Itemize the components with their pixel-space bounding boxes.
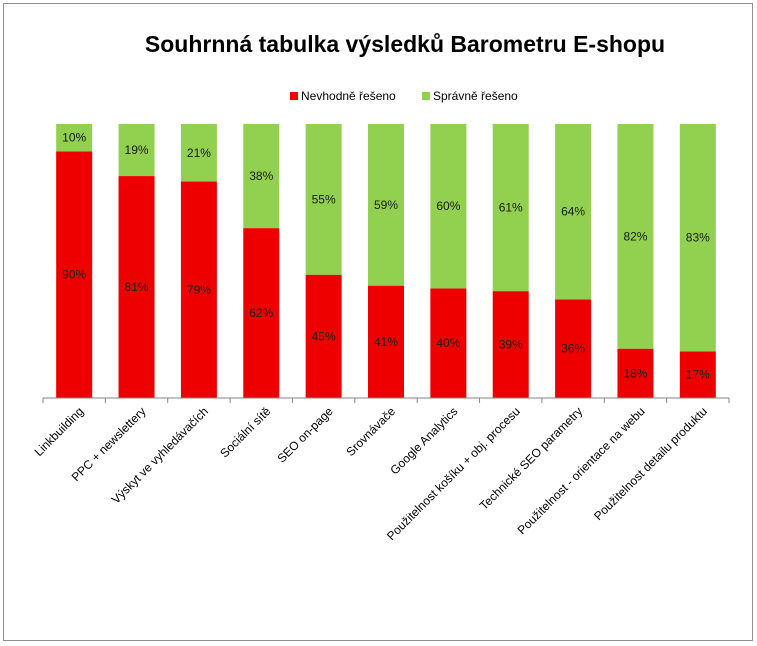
legend-label-nevhodne: Nevhodně řešeno [301,89,396,103]
value-label-nevhodne-3: 62% [249,306,273,320]
bar-nevhodne-5 [368,285,404,398]
bar-spravne-2 [180,124,217,182]
category-label-10: Použitelnost detailu produktu [591,404,710,523]
bar-spravne-9 [617,124,654,349]
value-label-spravne-5: 59% [374,198,398,212]
category-label-0: Linkbuilding [32,404,87,459]
bar-nevhodne-2 [180,181,217,398]
category-label-8: Technické SEO parametry [477,404,585,512]
value-label-nevhodne-6: 40% [436,336,460,350]
bars-group [56,124,716,398]
bar-spravne-1 [118,124,155,177]
bar-nevhodne-1 [118,176,155,398]
bar-nevhodne-3 [243,228,280,398]
bar-spravne-3 [243,124,280,229]
value-label-nevhodne-1: 81% [125,280,149,294]
value-label-nevhodne-5: 41% [374,335,398,349]
category-label-3: Sociální sítě [217,404,273,460]
value-label-spravne-9: 82% [623,229,647,243]
value-label-nevhodne-4: 45% [312,329,336,343]
value-label-nevhodne-2: 79% [187,283,211,297]
bar-nevhodne-9 [617,348,654,398]
category-label-5: Srovnávače [343,404,398,459]
value-label-nevhodne-7: 39% [499,338,523,352]
bar-spravne-6 [430,124,467,289]
legend-swatch-spravne [422,92,430,100]
bar-spravne-5 [368,124,404,286]
category-label-4: SEO on-page [274,404,336,466]
value-label-spravne-10: 83% [686,231,710,245]
legend-swatch-nevhodne [290,92,298,100]
bar-spravne-4 [305,124,342,275]
bar-nevhodne-10 [679,351,716,398]
bar-nevhodne-7 [492,291,529,398]
value-labels: 90% 10% 81% 19% 79% 21% 62% 38% 45% 55% 41% 59% 40% 6… [62,131,710,382]
value-label-spravne-0: 10% [62,131,86,145]
category-label-7: Použitelnost košíku + obj. procesu [384,404,523,543]
bar-nevhodne-4 [305,274,342,398]
value-label-spravne-6: 60% [436,199,460,213]
value-label-spravne-2: 21% [187,146,211,160]
bar-spravne-8 [555,124,592,300]
value-label-nevhodne-8: 36% [561,342,585,356]
value-label-spravne-3: 38% [249,169,273,183]
value-label-nevhodne-9: 18% [623,366,647,380]
bar-spravne-0 [56,124,93,152]
bar-nevhodne-0 [56,151,93,398]
value-label-nevhodne-0: 90% [62,268,86,282]
legend: Nevhodně řešeno Správně řešeno [290,89,518,103]
value-label-spravne-7: 61% [499,201,523,215]
legend-label-spravne: Správně řešeno [433,89,518,103]
bar-nevhodne-8 [555,299,592,398]
bar-nevhodne-6 [430,288,467,398]
value-label-nevhodne-10: 17% [686,368,710,382]
x-axis-ticks [42,398,730,403]
value-label-spravne-1: 19% [125,143,149,157]
bar-spravne-10 [679,124,716,352]
value-label-spravne-4: 55% [312,192,336,206]
chart-title: Souhrnná tabulka výsledků Barometru E-sh… [145,31,665,57]
value-label-spravne-8: 64% [561,205,585,219]
bar-spravne-7 [492,124,529,292]
category-label-9: Použitelnost - orientace na webu [515,404,648,537]
